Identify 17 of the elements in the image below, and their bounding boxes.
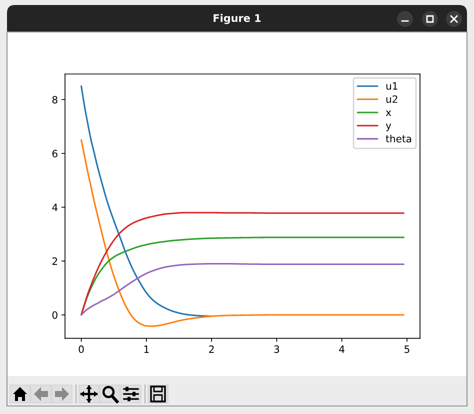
legend-label: theta [386,134,412,142]
y-tick-label: 8 [52,96,58,104]
y-tick-label: 4 [52,204,58,212]
y-tick-label: 2 [52,257,58,265]
legend-label: y [386,124,392,132]
x-tick-label: 2 [209,345,214,353]
x-tick-label: 1 [144,346,149,353]
x-tick-label: 4 [339,346,344,353]
x-tick-label: 3 [274,345,280,353]
x-tick-label: 0 [78,345,84,353]
legend-label: x [386,110,392,116]
y-tick-label: 6 [52,150,58,158]
y-tick-label: 0 [52,311,58,319]
x-tick-label: 5 [404,346,410,353]
caption: Figure 1 [214,14,261,24]
legend-label: u2 [386,95,398,103]
legend-label: u1 [386,82,398,90]
